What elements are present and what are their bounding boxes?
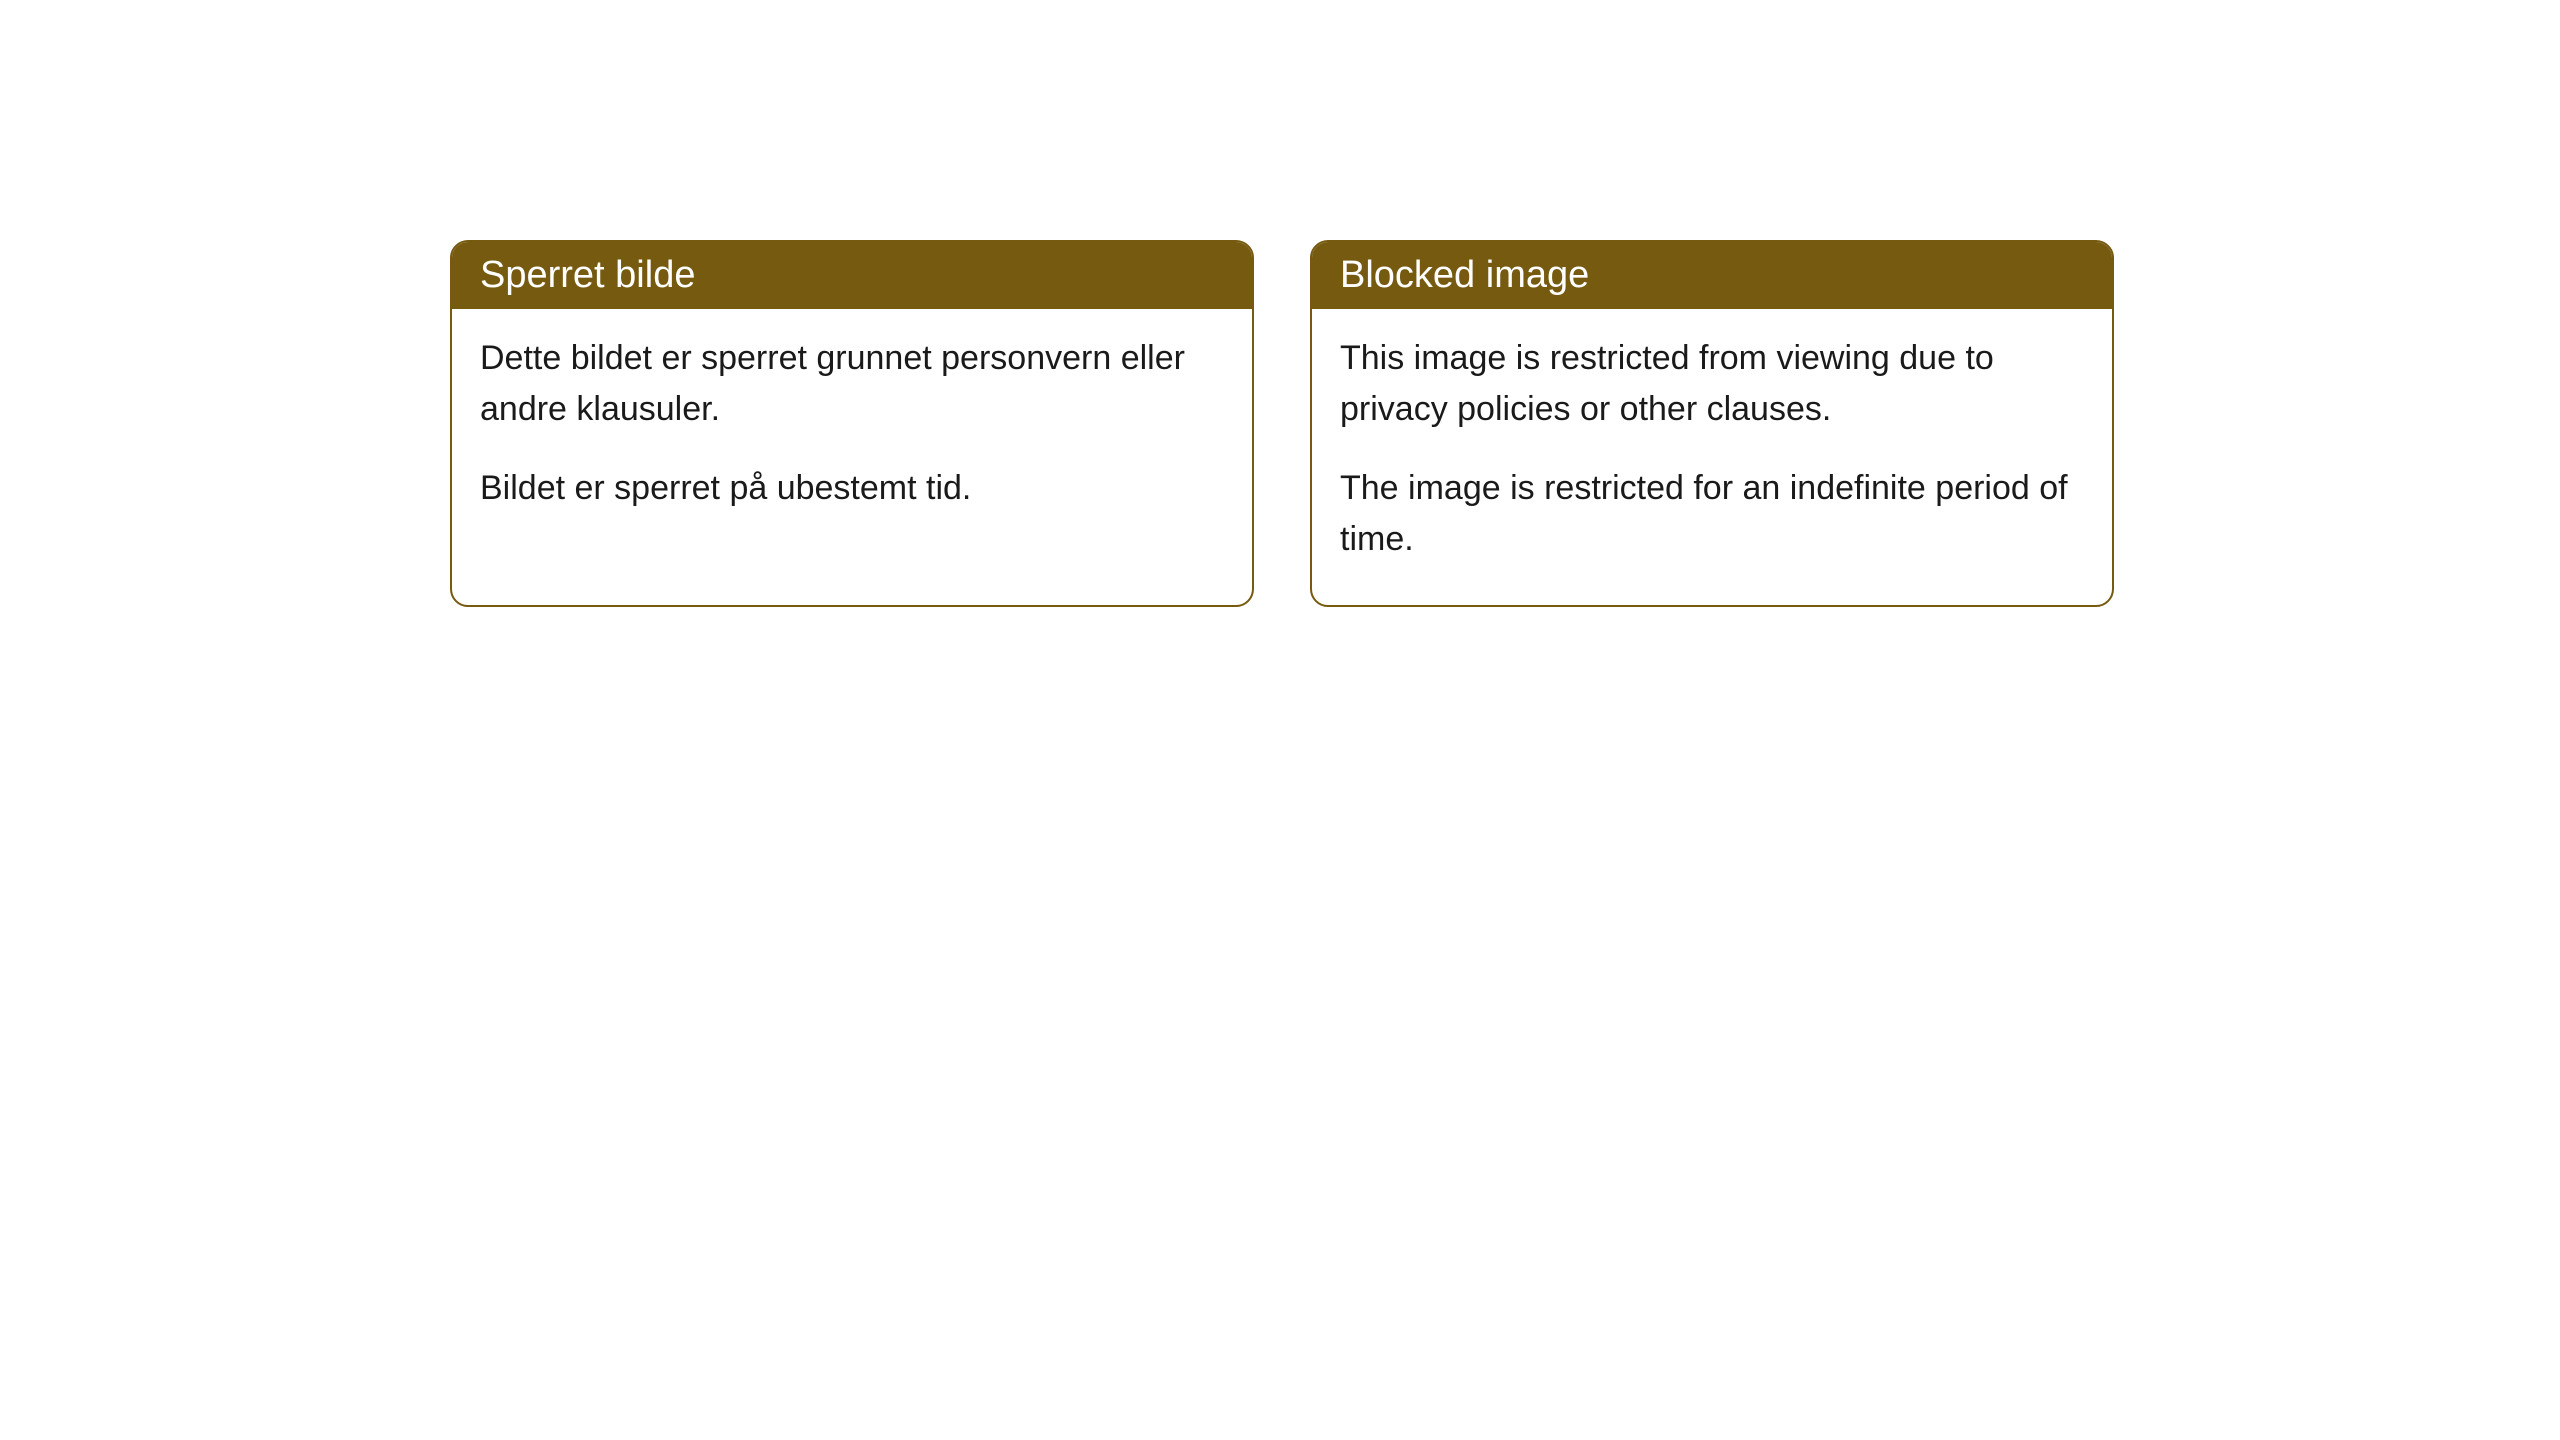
card-paragraph: Bildet er sperret på ubestemt tid. [480,463,1224,514]
blocked-image-card-no: Sperret bilde Dette bildet er sperret gr… [450,240,1254,607]
card-body: This image is restricted from viewing du… [1312,309,2112,605]
card-header: Sperret bilde [452,242,1252,309]
card-container: Sperret bilde Dette bildet er sperret gr… [450,240,2114,607]
card-paragraph: Dette bildet er sperret grunnet personve… [480,333,1224,435]
card-title: Sperret bilde [480,254,695,296]
card-paragraph: This image is restricted from viewing du… [1340,333,2084,435]
card-body: Dette bildet er sperret grunnet personve… [452,309,1252,554]
card-title: Blocked image [1340,254,1589,296]
card-paragraph: The image is restricted for an indefinit… [1340,463,2084,565]
card-header: Blocked image [1312,242,2112,309]
blocked-image-card-en: Blocked image This image is restricted f… [1310,240,2114,607]
